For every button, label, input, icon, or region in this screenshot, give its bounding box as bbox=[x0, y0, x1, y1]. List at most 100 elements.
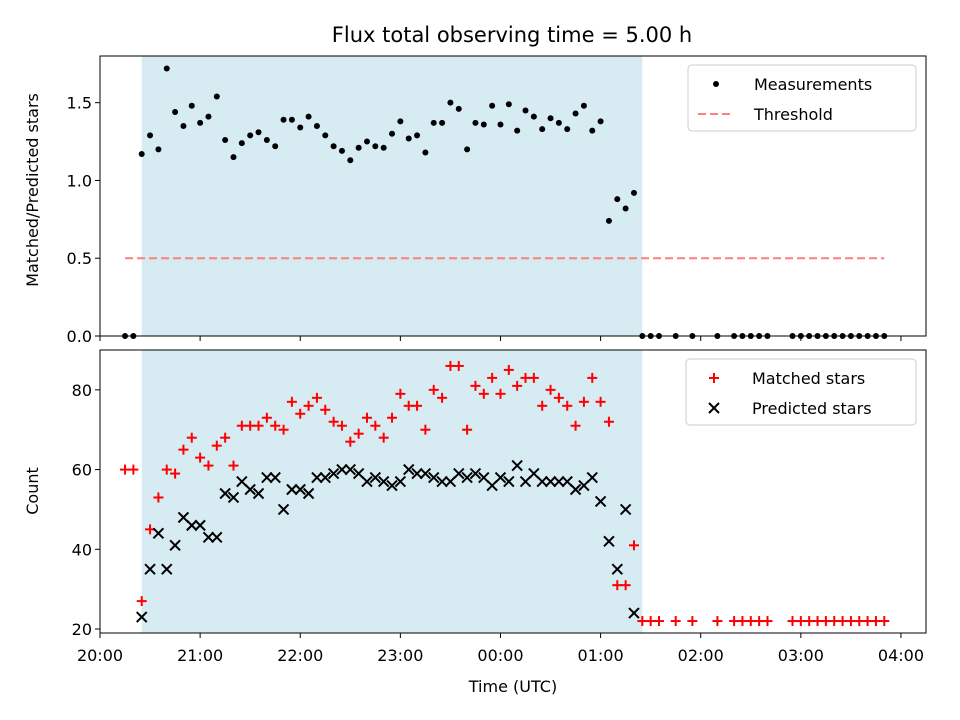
chart-title: Flux total observing time = 5.00 h bbox=[332, 23, 692, 47]
legend-box bbox=[687, 64, 917, 132]
predicted-star-point bbox=[336, 463, 348, 476]
predicted-star-x-b bbox=[628, 607, 640, 619]
predicted-star-x-b bbox=[436, 475, 448, 488]
predicted-star-point bbox=[319, 471, 331, 484]
legend: Measurements Threshold bbox=[687, 64, 917, 132]
matched-star-point bbox=[462, 424, 473, 435]
measurement-point bbox=[263, 137, 270, 143]
x-tick-label: 21:00 bbox=[177, 646, 223, 665]
predicted-star-point bbox=[136, 611, 148, 623]
predicted-star-x-b bbox=[569, 483, 582, 496]
matched-star-point bbox=[328, 416, 339, 427]
predicted-star-point bbox=[211, 531, 223, 544]
x-tick-label: 04:00 bbox=[878, 646, 924, 665]
measurement-point bbox=[288, 116, 295, 123]
matched-star-point bbox=[520, 372, 531, 383]
measurement-point bbox=[213, 93, 220, 100]
measurement-point bbox=[222, 137, 229, 143]
x-tick-label: 22:00 bbox=[277, 646, 323, 665]
axes-frame bbox=[99, 349, 927, 634]
predicted-star-point bbox=[611, 563, 624, 575]
matched-star-point bbox=[495, 388, 506, 399]
measurement-point bbox=[180, 123, 187, 129]
matched-star-point bbox=[562, 400, 573, 411]
predicted-star-x-b bbox=[144, 563, 156, 575]
matched-star-point bbox=[153, 492, 164, 503]
measurement-point bbox=[439, 119, 446, 126]
matched-star-point bbox=[395, 388, 406, 399]
predicted-star-point bbox=[419, 467, 432, 480]
legend-handle-matched bbox=[709, 373, 719, 383]
measurement-point bbox=[589, 127, 596, 134]
predicted-star-x-b bbox=[369, 471, 382, 484]
measurement-point bbox=[297, 124, 304, 131]
predicted-star-x-b bbox=[294, 483, 306, 496]
predicted-star-x-b bbox=[503, 475, 515, 488]
matched-star-point bbox=[712, 616, 723, 627]
matched-star-point bbox=[804, 616, 815, 627]
axes-frame bbox=[99, 55, 927, 337]
measurement-point bbox=[163, 65, 170, 72]
predicted-star-x-b bbox=[194, 519, 206, 532]
predicted-star-x-b bbox=[161, 563, 173, 575]
legend-label: Predicted stars bbox=[752, 399, 872, 418]
matched-star-point bbox=[528, 372, 539, 383]
measurement-point bbox=[205, 113, 212, 120]
predicted-star-point bbox=[619, 503, 632, 516]
matched-star-point bbox=[261, 412, 272, 423]
predicted-star-point bbox=[511, 459, 523, 472]
measurement-point bbox=[155, 146, 162, 153]
legend: Matched stars Predicted stars bbox=[685, 358, 917, 426]
predicted-star-x-b bbox=[136, 611, 148, 623]
predicted-star-x-b bbox=[336, 463, 348, 476]
legend-label: Measurements bbox=[754, 75, 872, 94]
measurement-point bbox=[188, 102, 195, 109]
matched-star-point bbox=[437, 392, 448, 403]
predicted-star-x-b bbox=[344, 463, 357, 476]
matched-star-point bbox=[353, 428, 364, 439]
measurement-point bbox=[555, 119, 562, 126]
predicted-star-point bbox=[586, 471, 598, 484]
x-tick-label: 23:00 bbox=[377, 646, 423, 665]
x-tick-label: 03:00 bbox=[778, 646, 824, 665]
predicted-star-x-b bbox=[611, 563, 624, 575]
predicted-star-x-b bbox=[377, 475, 390, 488]
matched-star-point bbox=[186, 432, 197, 443]
matched-star-point bbox=[553, 392, 564, 403]
matched-star-point bbox=[487, 372, 498, 383]
predicted-star-x-b bbox=[286, 483, 298, 496]
measurement-point bbox=[372, 143, 379, 150]
measurement-point bbox=[247, 132, 254, 139]
predicted-star-point bbox=[219, 487, 231, 500]
measurement-point bbox=[147, 132, 154, 139]
predicted-star-x-b bbox=[528, 467, 540, 480]
matched-star-point bbox=[253, 420, 264, 431]
y-tick-label: 40 bbox=[72, 540, 92, 559]
matched-star-point bbox=[303, 400, 314, 411]
predicted-star-point bbox=[594, 495, 607, 508]
matched-star-point bbox=[403, 400, 414, 411]
measurement-point bbox=[405, 135, 412, 142]
y-tick-label: 1.5 bbox=[67, 94, 92, 113]
measurement-point bbox=[497, 121, 504, 128]
predicted-star-x-b bbox=[211, 531, 223, 544]
matched-star-point bbox=[837, 616, 848, 627]
matched-star-point bbox=[628, 540, 639, 551]
measurement-point bbox=[622, 205, 629, 212]
measurement-point bbox=[522, 107, 529, 114]
matched-star-point bbox=[428, 384, 439, 395]
measurement-point bbox=[630, 189, 637, 196]
matched-star-point bbox=[754, 616, 765, 627]
predicted-star-point bbox=[469, 467, 482, 480]
matched-star-point bbox=[170, 468, 181, 479]
matched-star-point bbox=[378, 432, 389, 443]
matched-star-point bbox=[787, 616, 798, 627]
x-axis-label: Time (UTC) bbox=[468, 677, 557, 696]
top-panel: 0.0 0.5 1.0 1.5 Matched/Predicted stars Measu… bbox=[23, 55, 927, 346]
matched-star-point bbox=[512, 380, 523, 391]
measurement-point bbox=[363, 138, 370, 145]
predicted-star-x-b bbox=[227, 491, 240, 504]
matched-star-point bbox=[228, 460, 239, 471]
matched-star-point bbox=[595, 396, 606, 407]
predicted-star-point bbox=[553, 475, 565, 488]
